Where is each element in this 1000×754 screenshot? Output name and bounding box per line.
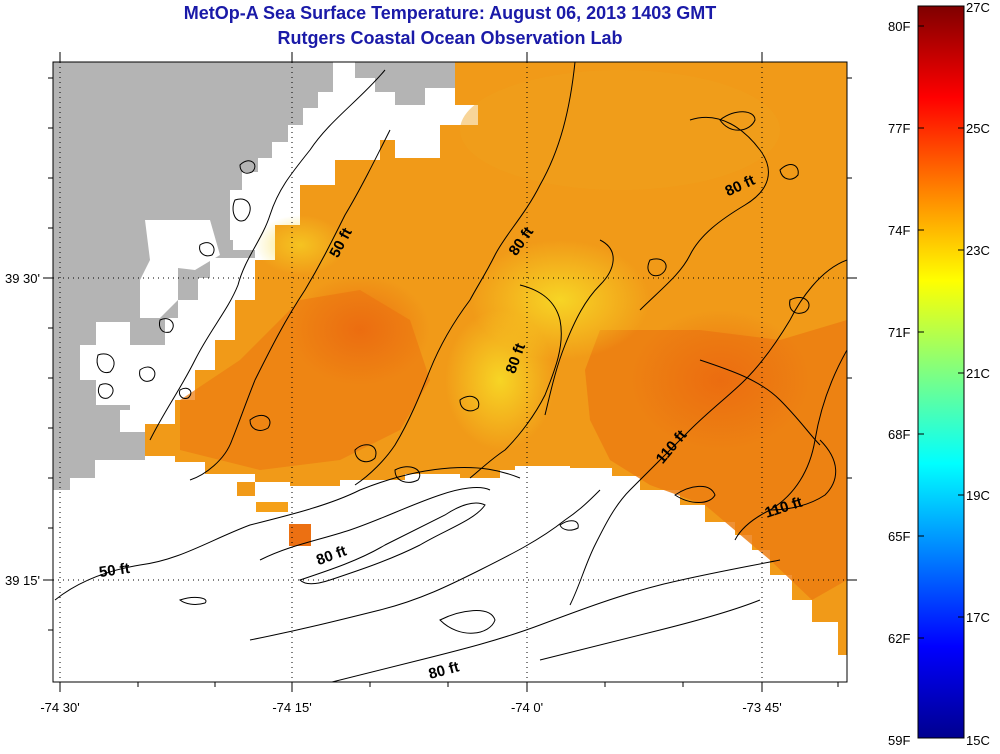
lon-label: -73 45' [742, 700, 781, 715]
sst-cool-band [445, 310, 555, 450]
colorbar-c-label: 17C [966, 610, 990, 625]
colorbar-f-label: 80F [888, 19, 911, 34]
colorbar-c-label: 21C [966, 366, 990, 381]
sst-cool-band [255, 215, 345, 275]
colorbar-f-label: 74F [888, 223, 911, 238]
colorbar-f-label: 65F [888, 529, 911, 544]
sst-hot-spot [630, 310, 810, 450]
colorbar-ticks [918, 25, 964, 639]
axis-ticks [43, 52, 857, 692]
lon-label: -74 30' [40, 700, 79, 715]
land-island [355, 62, 455, 105]
sst-hot-spot [290, 275, 430, 385]
colorbar-c-label: 27C [966, 0, 990, 15]
colorbar-f-label: 59F [888, 733, 911, 748]
colorbar-c-label: 15C [966, 733, 990, 748]
sst-pixel [289, 524, 311, 546]
colorbar-c-label: 23C [966, 243, 990, 258]
colorbar-f-label: 71F [888, 325, 911, 340]
colorbar [917, 5, 965, 739]
land-white-hole [80, 322, 150, 405]
map-title: MetOp-A Sea Surface Temperature: August … [183, 3, 717, 23]
colorbar-f-label: 62F [888, 631, 911, 646]
lon-label: -74 0' [511, 700, 543, 715]
sst-pixel [256, 502, 288, 512]
colorbar-c-label: 25C [966, 121, 990, 136]
lat-label: 39 15' [5, 573, 40, 588]
map-subtitle: Rutgers Coastal Ocean Observation Lab [277, 28, 623, 48]
contour-label: 50 ft [98, 560, 131, 581]
colorbar-f-label: 68F [888, 427, 911, 442]
bathymetry-contours [54, 62, 847, 682]
colorbar-c-label: 19C [966, 488, 990, 503]
lat-label: 39 30' [5, 271, 40, 286]
colorbar-f-label: 77F [888, 121, 911, 136]
lon-label: -74 15' [272, 700, 311, 715]
graticule [53, 62, 847, 682]
sst-cool-band [460, 70, 780, 190]
map-frame [52, 61, 848, 683]
sst-pixel [237, 482, 255, 496]
